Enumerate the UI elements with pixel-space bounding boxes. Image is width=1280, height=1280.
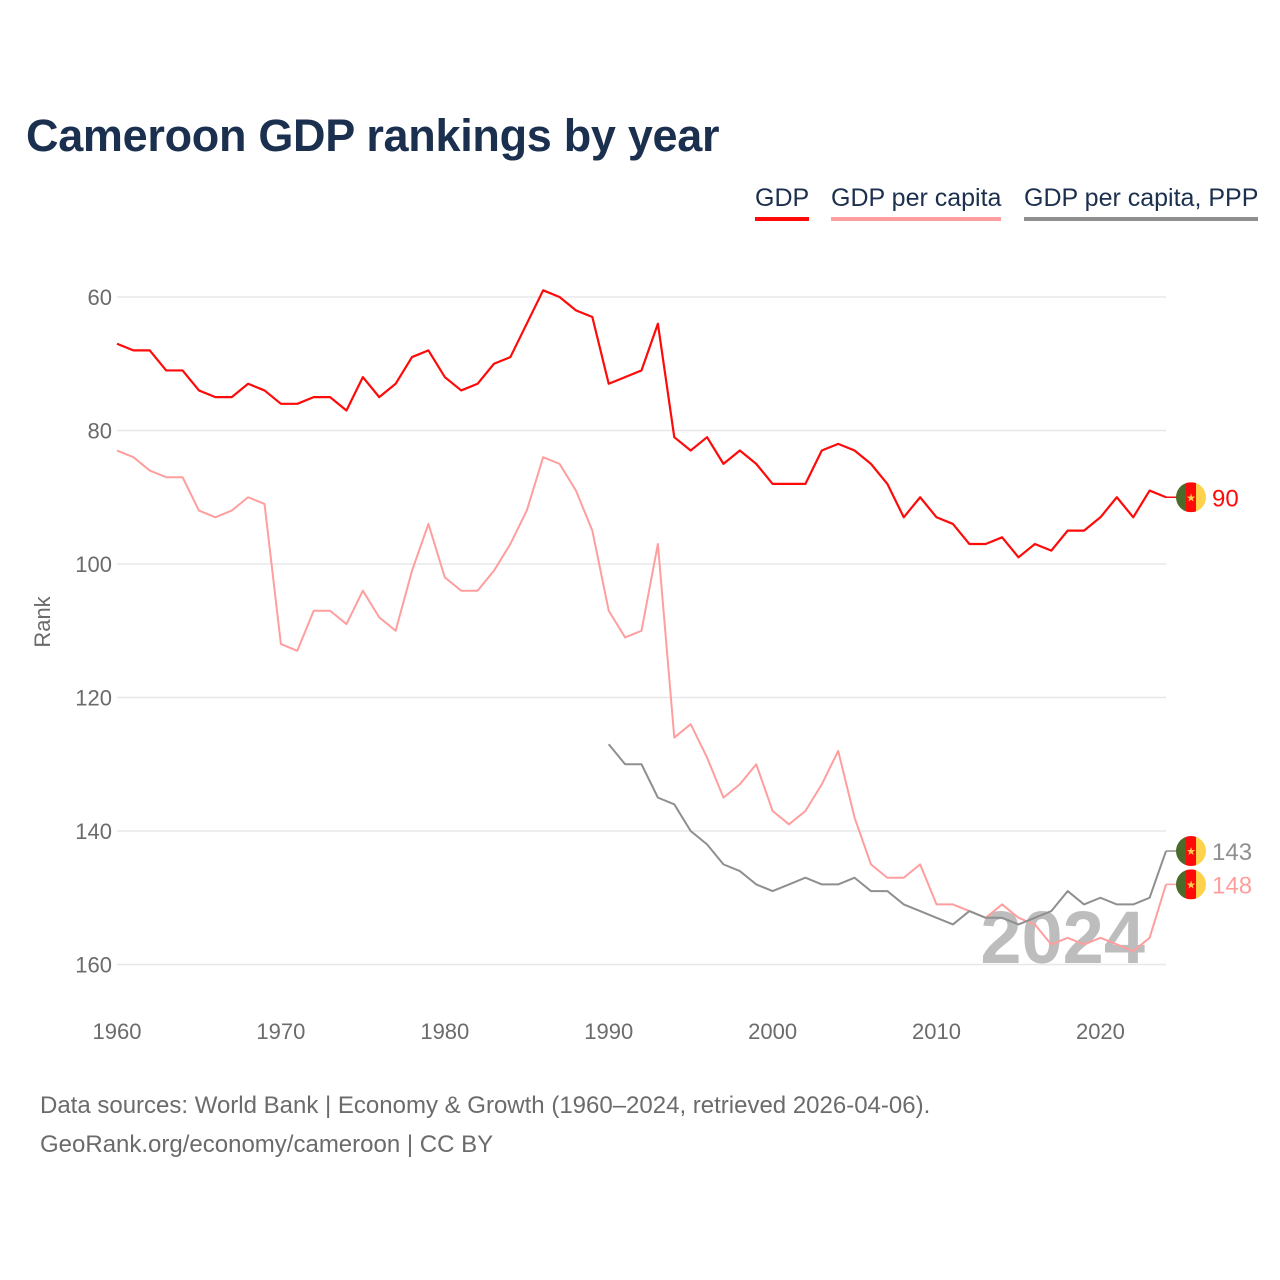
legend-gdp-per-capita-ppp[interactable]: GDP per capita, PPP bbox=[1024, 184, 1259, 221]
x-tick-label: 1990 bbox=[584, 1019, 633, 1044]
x-tick-label: 2010 bbox=[912, 1019, 961, 1044]
end-value-label: 90 bbox=[1212, 485, 1239, 512]
x-tick-label: 1970 bbox=[256, 1019, 305, 1044]
footer-sources: Data sources: World Bank | Economy & Gro… bbox=[40, 1092, 931, 1119]
x-tick-label: 2020 bbox=[1076, 1019, 1125, 1044]
y-tick-label: 120 bbox=[75, 686, 112, 711]
x-tick-label: 1960 bbox=[93, 1019, 142, 1044]
y-tick-label: 160 bbox=[75, 953, 112, 978]
y-tick-label: 80 bbox=[88, 419, 112, 444]
cameroon-flag-icon: ★ bbox=[1176, 869, 1206, 900]
footer-attribution[interactable]: GeoRank.org/economy/cameroon | CC BY bbox=[40, 1131, 494, 1158]
cameroon-flag-icon: ★ bbox=[1176, 836, 1206, 867]
x-tick-label: 2000 bbox=[748, 1019, 797, 1044]
svg-text:★: ★ bbox=[1186, 492, 1196, 504]
y-tick-label: 140 bbox=[75, 819, 112, 844]
legend-gdp-per-capita[interactable]: GDP per capita bbox=[831, 184, 1002, 221]
footer: Data sources: World Bank | Economy & Gro… bbox=[40, 1086, 930, 1164]
x-tick-label: 1980 bbox=[420, 1019, 469, 1044]
y-tick-label: 100 bbox=[75, 552, 112, 577]
cameroon-flag-icon: ★ bbox=[1176, 482, 1206, 513]
year-watermark: 2024 bbox=[980, 896, 1145, 979]
series-line-gdp-per-capita bbox=[116, 449, 1167, 953]
y-axis-label: Rank bbox=[30, 595, 55, 647]
end-value-label: 143 bbox=[1212, 839, 1252, 866]
chart-title: Cameroon GDP rankings by year bbox=[26, 110, 720, 161]
series-line-gdp bbox=[116, 289, 1167, 559]
svg-text:★: ★ bbox=[1186, 846, 1196, 858]
svg-text:★: ★ bbox=[1186, 879, 1196, 891]
y-tick-label: 60 bbox=[88, 285, 112, 310]
legend-gdp[interactable]: GDP bbox=[755, 184, 810, 221]
end-value-label: 148 bbox=[1212, 872, 1252, 899]
